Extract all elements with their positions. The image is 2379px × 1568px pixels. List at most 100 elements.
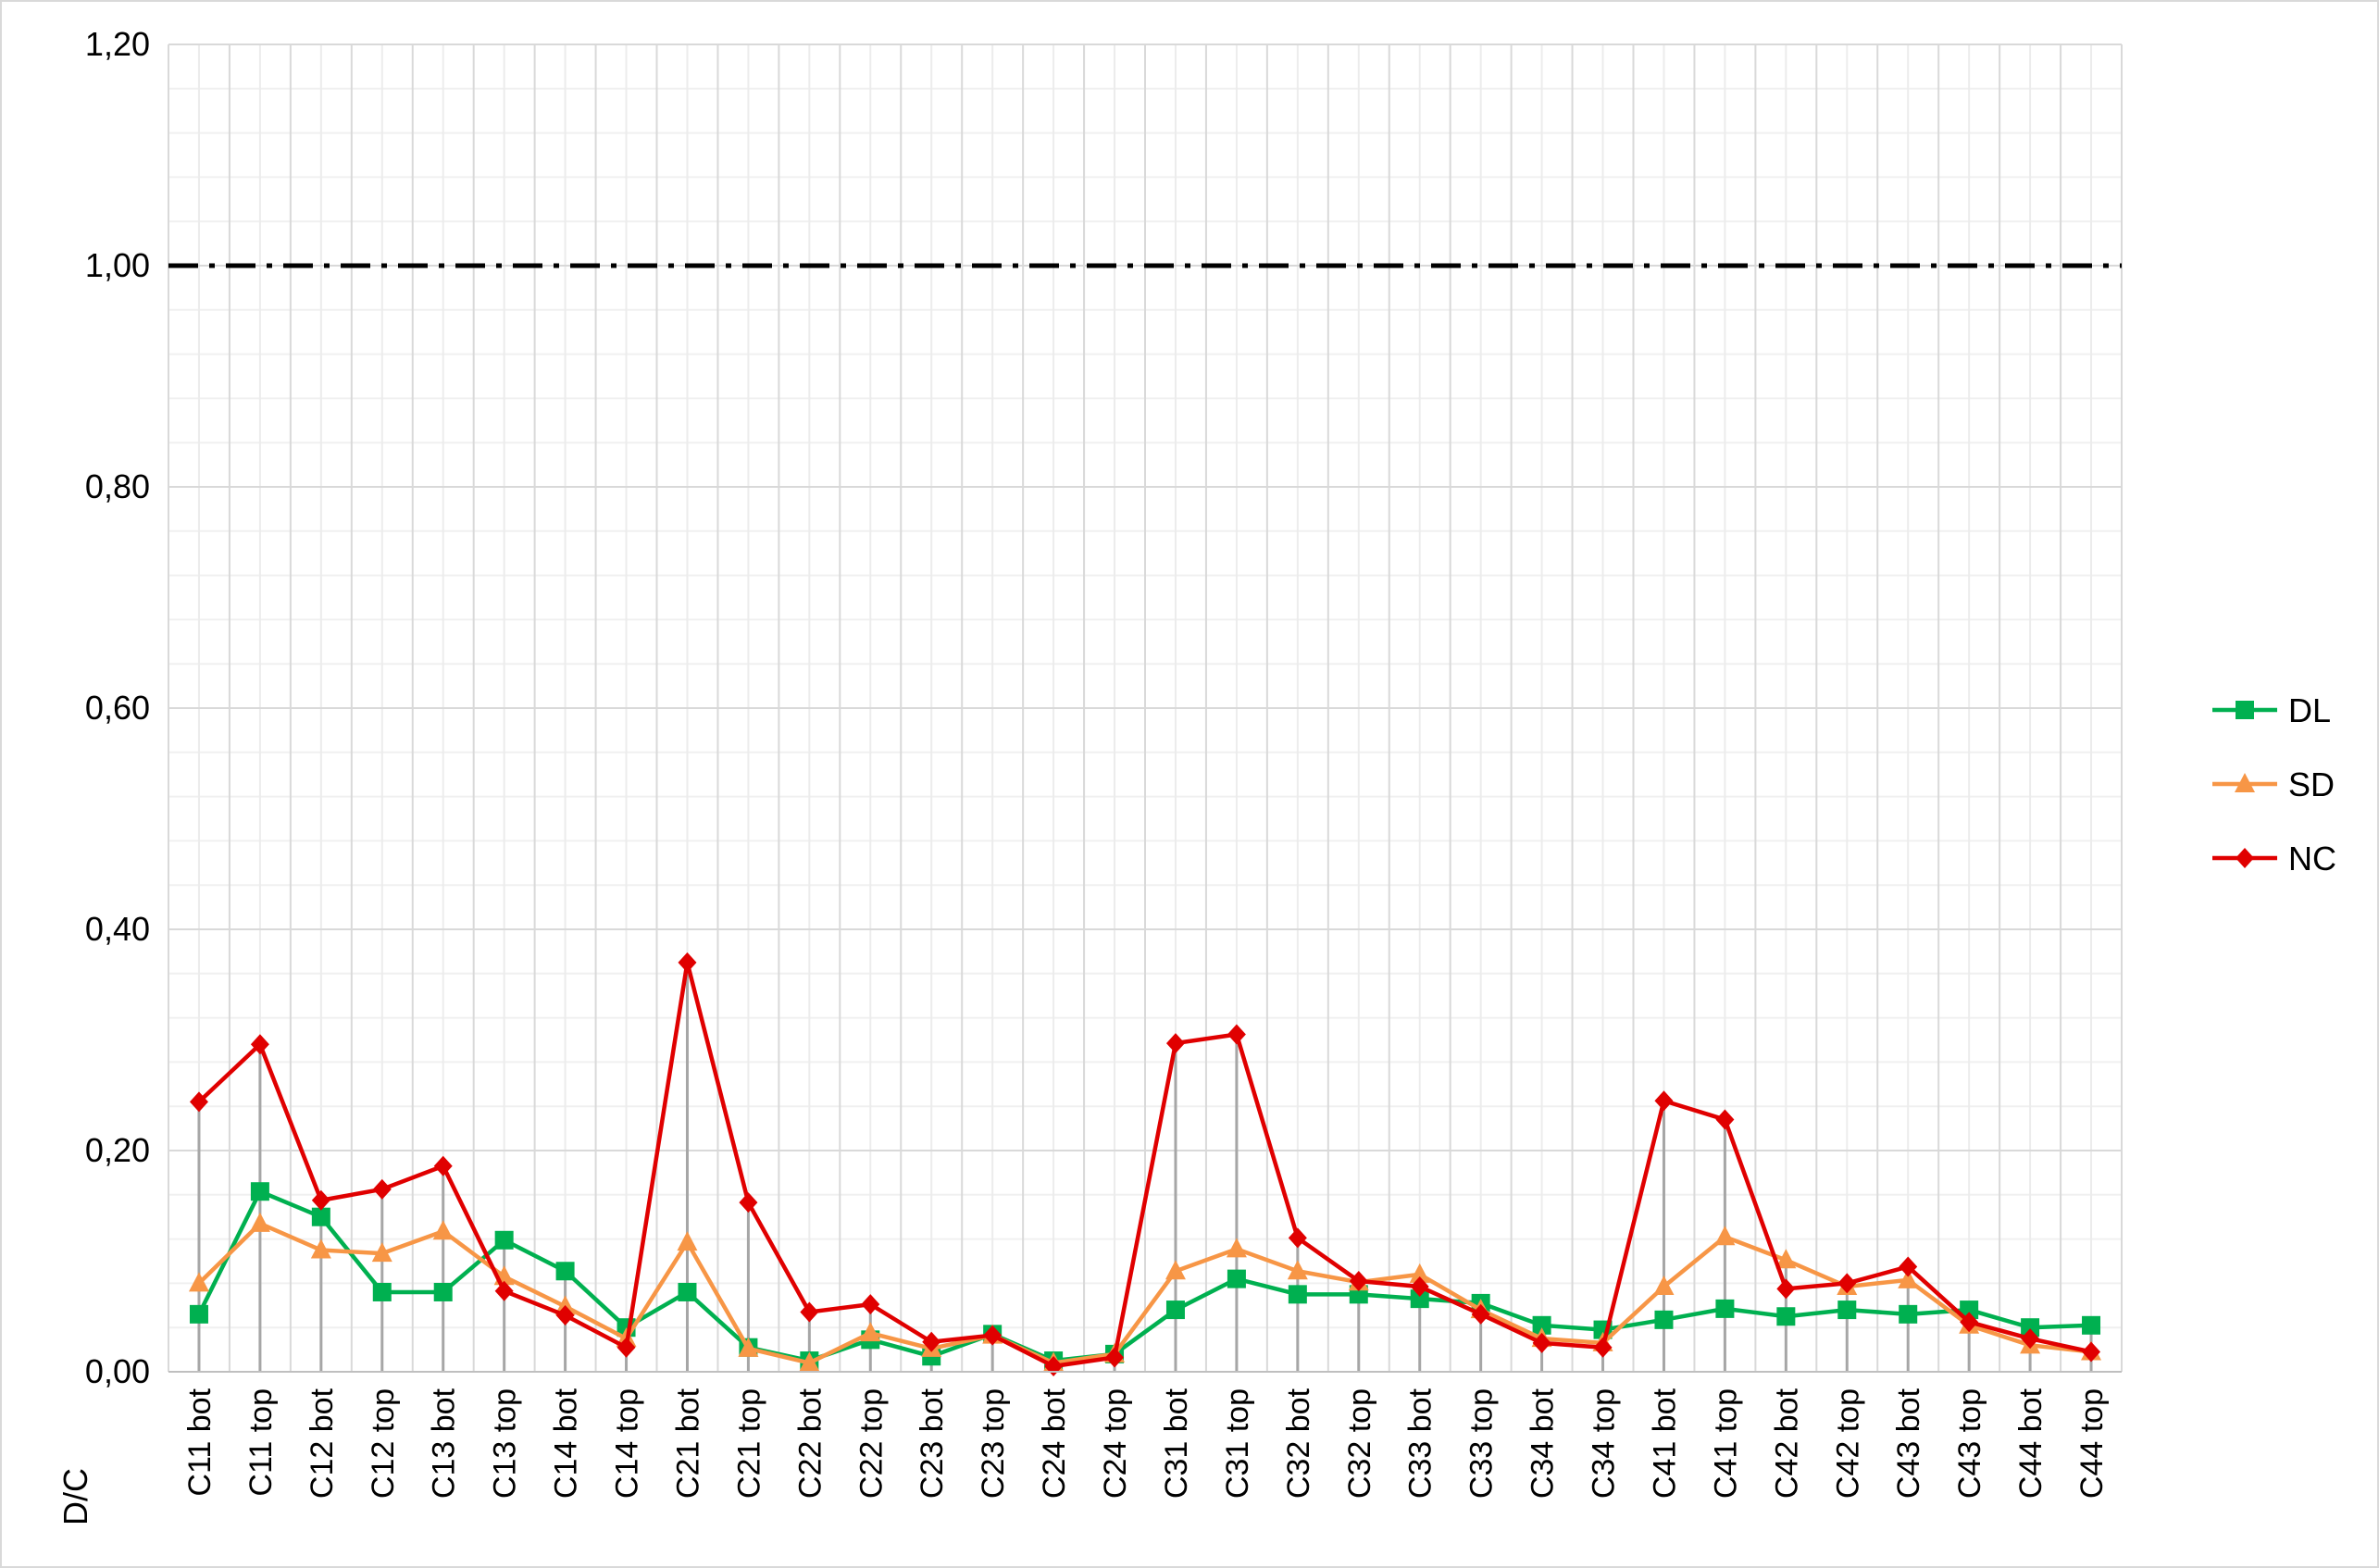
legend-item-dl: DL [2212,691,2331,729]
data-point-sd [1226,1238,1247,1258]
data-point-dl [189,1304,208,1324]
data-point-nc [1532,1332,1551,1353]
data-point-sd [1165,1260,1186,1280]
data-point-nc [678,952,697,973]
series-line-dl [196,1188,2092,1363]
y-tick-label: 0,60 [85,689,150,727]
x-tick-label: C42 bot [1769,1388,1804,1499]
data-point-sd [738,1337,759,1357]
x-tick-label: C22 top [853,1388,889,1499]
x-tick-label: C31 top [1220,1388,1255,1499]
data-point-nc [800,1301,819,1323]
x-tick-label: C14 top [610,1388,645,1499]
data-point-nc [1349,1271,1368,1292]
x-tick-label: C41 bot [1647,1388,1682,1499]
y-tick-label: 0,20 [85,1131,150,1169]
y-tick-label: 0,40 [85,910,150,948]
data-point-dl [1227,1269,1246,1288]
legend: DL SD NC [2212,691,2336,877]
data-point-sd [799,1351,820,1372]
x-tick-label: C44 top [2074,1388,2110,1499]
data-point-sd [1775,1249,1797,1269]
x-tick-label: C32 bot [1281,1388,1316,1499]
x-tick-label: C11 top [243,1388,279,1497]
x-tick-label: C43 top [1952,1388,1987,1499]
data-point-sd [1409,1263,1430,1283]
x-tick-label: C23 top [976,1388,1011,1499]
data-point-nc [922,1331,941,1352]
x-tick-label: C44 bot [2013,1388,2049,1499]
x-tick-label: C33 bot [1403,1388,1439,1499]
data-point-dl [1654,1310,1674,1329]
series-layer [188,952,2102,1377]
series-line-nc [197,960,2092,1369]
data-point-nc [1593,1337,1613,1358]
data-point-dl [311,1207,330,1226]
x-tick-label: C12 top [366,1388,401,1499]
data-point-nc [1471,1303,1490,1325]
data-point-dl [2021,1318,2040,1338]
data-point-dl [1165,1300,1185,1320]
legend-label-sd: SD [2288,765,2335,803]
x-tick-label: C13 bot [427,1388,462,1499]
x-tick-label: C21 bot [670,1388,705,1499]
data-point-nc [1960,1312,1979,1333]
data-point-sd [1287,1260,1308,1280]
data-point-dl [1837,1300,1857,1320]
legend-label-dl: DL [2288,691,2331,729]
data-point-sd [249,1212,270,1232]
x-tick-label: C13 top [488,1388,523,1499]
data-point-nc [311,1189,330,1211]
x-tick-labels: C11 bot C11 top C12 bot C12 top C13 bot C13 t… [182,1388,2110,1499]
data-point-sd [677,1231,698,1251]
series-nc [189,952,2101,1377]
x-tick-label: C24 bot [1037,1388,1072,1499]
data-point-nc [1288,1227,1307,1249]
legend-item-sd: SD [2212,765,2335,803]
y-tick-label: 0,80 [85,467,150,505]
x-tick-label: C42 top [1830,1388,1865,1499]
data-point-dl [1288,1285,1307,1304]
data-point-dl [1776,1307,1796,1326]
data-point-nc [1899,1256,1918,1277]
legend-marker-nc [2236,848,2254,868]
y-tick-label: 1,20 [85,25,150,63]
data-point-dl [433,1282,453,1301]
data-point-dl [2082,1315,2101,1335]
data-point-nc [2082,1341,2101,1363]
data-point-dl [555,1262,575,1281]
x-tick-label: C33 top [1464,1388,1500,1499]
data-point-nc [1410,1276,1429,1297]
data-point-nc [1776,1278,1796,1300]
data-point-sd [371,1242,392,1263]
x-tick-label: C21 top [731,1388,766,1499]
data-point-dl [494,1230,514,1250]
data-point-sd [432,1220,454,1240]
data-point-dl [1715,1299,1735,1318]
x-tick-label: C14 bot [549,1388,584,1499]
data-point-dl [1410,1289,1429,1309]
x-tick-label: C23 bot [915,1388,950,1499]
legend-item-nc: NC [2212,840,2336,877]
x-tick-label: C41 top [1708,1388,1743,1499]
x-tick-label: C24 top [1098,1388,1133,1499]
data-point-nc [433,1155,453,1176]
data-point-sd [554,1295,576,1315]
x-tick-label: C43 bot [1891,1388,1926,1499]
major-gridlines [168,44,2123,1373]
data-point-nc [372,1178,392,1200]
data-point-sd [188,1272,209,1292]
data-point-nc [983,1325,1003,1346]
data-point-nc [1227,1024,1246,1045]
y-tick-labels: 0,00 0,20 0,40 0,60 0,80 1,00 1,20 [85,25,150,1390]
data-point-dl [678,1282,697,1301]
data-point-sd [860,1322,881,1342]
y-tick-label: 0,00 [85,1352,150,1390]
x-tick-label: C34 top [1587,1388,1622,1499]
data-point-nc [1165,1033,1185,1054]
legend-marker-sd [2235,773,2255,792]
legend-marker-dl [2236,701,2254,719]
data-point-dl [1532,1315,1551,1335]
y-tick-label: 1,00 [85,246,150,284]
